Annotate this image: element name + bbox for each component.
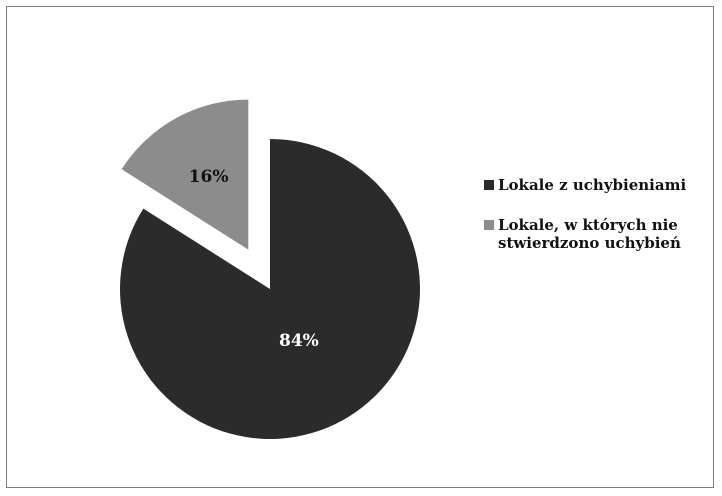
legend-label: Lokale z uchybieniami bbox=[498, 176, 687, 194]
legend-item-lokale-z-uchybieniami: Lokale z uchybieniami bbox=[484, 176, 712, 194]
pie-slice-1 bbox=[121, 99, 249, 250]
pie-slice-0 bbox=[119, 139, 421, 439]
legend-label: Lokale, w których nie stwierdzono uchybi… bbox=[498, 216, 681, 252]
pie-slice-label-0: 84% bbox=[279, 331, 319, 351]
legend-item-lokale-bez-uchybien: Lokale, w których nie stwierdzono uchybi… bbox=[484, 216, 712, 252]
pie-slices bbox=[119, 99, 421, 439]
legend-swatch-gray bbox=[484, 220, 494, 230]
pie-slice-label-1: 16% bbox=[189, 167, 229, 187]
chart-legend: Lokale z uchybieniami Lokale, w których … bbox=[484, 176, 712, 274]
legend-swatch-dark bbox=[484, 180, 494, 190]
pie-slice-labels: 84% 16% bbox=[189, 167, 319, 351]
